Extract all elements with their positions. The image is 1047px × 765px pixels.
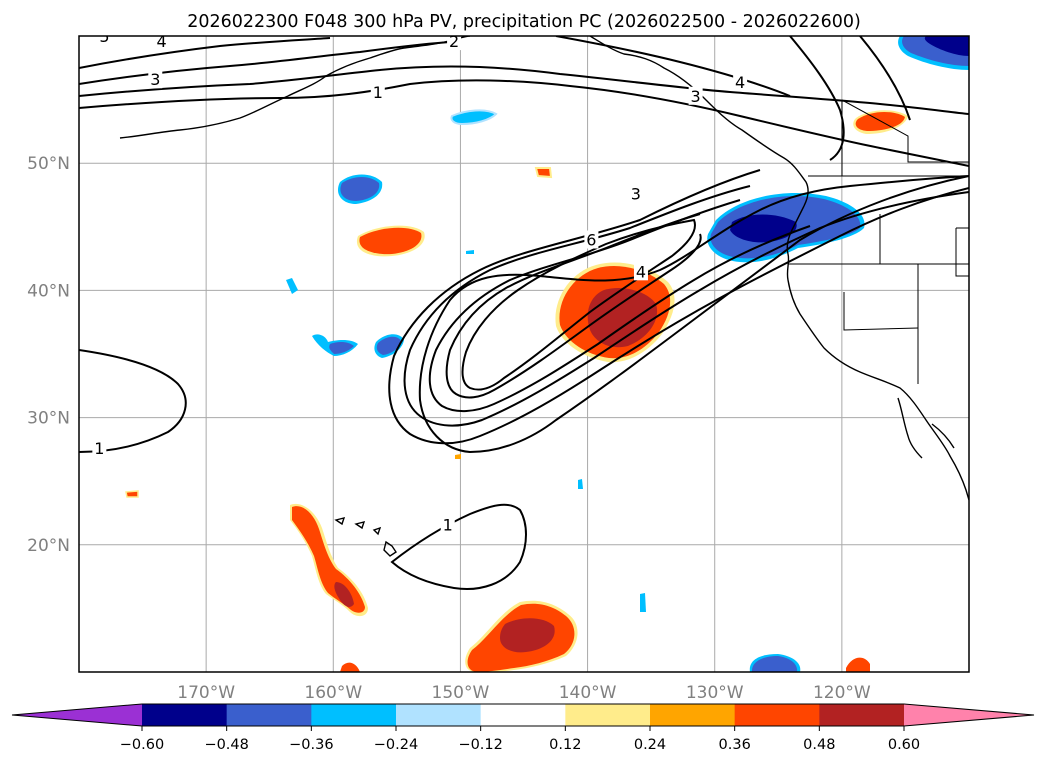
pv-contour-label: 4 (735, 73, 745, 92)
colorbar-segment (226, 704, 312, 726)
map-background (79, 36, 969, 672)
pv-contour-label-gap (733, 72, 748, 91)
precip-negative-dot (640, 593, 646, 612)
pv-contour-label-gap (154, 36, 169, 51)
pv-contour-label: 4 (636, 262, 646, 281)
precip-positive-dot (125, 490, 139, 498)
precip-negative-west (337, 174, 383, 204)
pv-contour-label-gap (92, 439, 107, 458)
latitude-tick-labels: 20°N 30°N 40°N 50°N (27, 154, 70, 556)
colorbar-segment (396, 704, 482, 726)
pv-contour-label: 6 (586, 231, 596, 250)
precip-positive-dot (455, 454, 461, 459)
precip-positive-bottom (340, 600, 870, 672)
precip-positive-south (290, 503, 368, 617)
pv-contour (789, 36, 845, 161)
precip-negative-northeast (898, 36, 969, 70)
latitude-tick-label: 30°N (27, 409, 70, 429)
pv-contour-label: 5 (99, 27, 109, 46)
precip-negative-top (450, 109, 498, 126)
precip-positive-west (356, 225, 425, 257)
pv-contour (388, 169, 969, 445)
latitude-tick-label: 40°N (27, 281, 70, 301)
precip-negative-dot (578, 479, 583, 489)
colorbar-segment (480, 704, 566, 726)
colorbar-segment (819, 704, 905, 726)
pv-contour (79, 65, 969, 115)
pv-contour (79, 349, 187, 453)
colorbar-extend-low (12, 704, 142, 726)
precip-negative-dot (466, 250, 474, 254)
colorbar-segment (311, 704, 397, 726)
pv-contour-label: 2 (449, 32, 459, 51)
precip-negative-midwest (312, 334, 404, 358)
latitude-tick-label: 50°N (27, 154, 70, 174)
pv-contour-label-gap (97, 36, 112, 45)
colorbar-segment (734, 704, 820, 726)
longitude-tick-label: 120°W (813, 683, 871, 703)
country-borders (788, 99, 969, 384)
map-frame (78, 35, 970, 673)
pv-contour-labels: 5 4 3 1 2 3 4 3 6 4 1 1 (92, 27, 748, 534)
pv-contour (445, 213, 702, 399)
colorbar-extend-high (904, 704, 1034, 726)
precip-positive-small (534, 167, 553, 179)
longitude-tick-label: 160°W (304, 683, 362, 703)
colorbar-segment (650, 704, 736, 726)
colorbar-tick-label: −0.12 (458, 737, 502, 753)
latitude-tick-label: 20°N (27, 536, 70, 556)
pv-contour-label-gap (440, 515, 455, 534)
pv-contour-label: 4 (157, 32, 167, 51)
pv-contour-label: 3 (691, 87, 701, 106)
colorbar-tick-label: −0.24 (374, 737, 418, 753)
pv-contour-label-gap (148, 70, 163, 89)
pv-contour-label: 1 (94, 439, 104, 458)
pv-contours (79, 36, 969, 590)
pv-contour-label: 1 (373, 83, 383, 102)
pv-contour (390, 503, 527, 590)
colorbar-segment (142, 704, 228, 726)
pv-contour (403, 185, 969, 427)
pv-contour (79, 37, 331, 69)
longitude-tick-label: 170°W (177, 683, 235, 703)
precip-negative-small (286, 278, 298, 294)
precip-negative-bottom (749, 654, 801, 672)
colorbar-tick-label: −0.36 (289, 737, 333, 753)
precip-negative-center (707, 193, 865, 263)
longitude-tick-label: 150°W (432, 683, 490, 703)
pv-contour (79, 41, 451, 85)
pv-contour (555, 36, 791, 97)
colorbar-tick-labels: −0.60 −0.48 −0.36 −0.24 −0.12 0.12 0.24 0.36 0.4… (120, 726, 920, 753)
colorbar-tick-label: −0.60 (120, 737, 164, 753)
chart-title: 2026022300 F048 300 hPa PV, precipitatio… (187, 12, 861, 32)
pv-contour-label-gap (633, 262, 648, 281)
colorbar-tick-label: −0.48 (204, 737, 248, 753)
pv-contour (79, 79, 969, 167)
colorbar-tick-label: 0.60 (888, 737, 920, 753)
coastlines (119, 36, 969, 557)
pv-contour (859, 36, 911, 121)
colorbar-tick-label: 0.36 (719, 737, 751, 753)
longitude-tick-label: 140°W (559, 683, 617, 703)
pv-contour-label-gap (688, 86, 703, 105)
pv-contour-label-gap (584, 230, 599, 249)
longitude-tick-label: 130°W (686, 683, 744, 703)
colorbar-tick-label: 0.48 (803, 737, 835, 753)
colorbar-tick-label: 0.12 (549, 737, 581, 753)
colorbar (11, 703, 1035, 727)
colorbar-tick-label: 0.24 (634, 737, 666, 753)
pv-contour-label-gap (447, 36, 462, 51)
pv-contour-label-gap (370, 82, 385, 101)
pv-contour-label: 3 (631, 185, 641, 204)
colorbar-segment (565, 704, 651, 726)
longitude-tick-labels: 170°W 160°W 150°W 140°W 130°W 120°W (177, 683, 871, 703)
pv-contour-label: 1 (443, 515, 453, 534)
pv-contour-label-gap (628, 184, 643, 203)
pv-contour-label: 3 (150, 70, 160, 89)
